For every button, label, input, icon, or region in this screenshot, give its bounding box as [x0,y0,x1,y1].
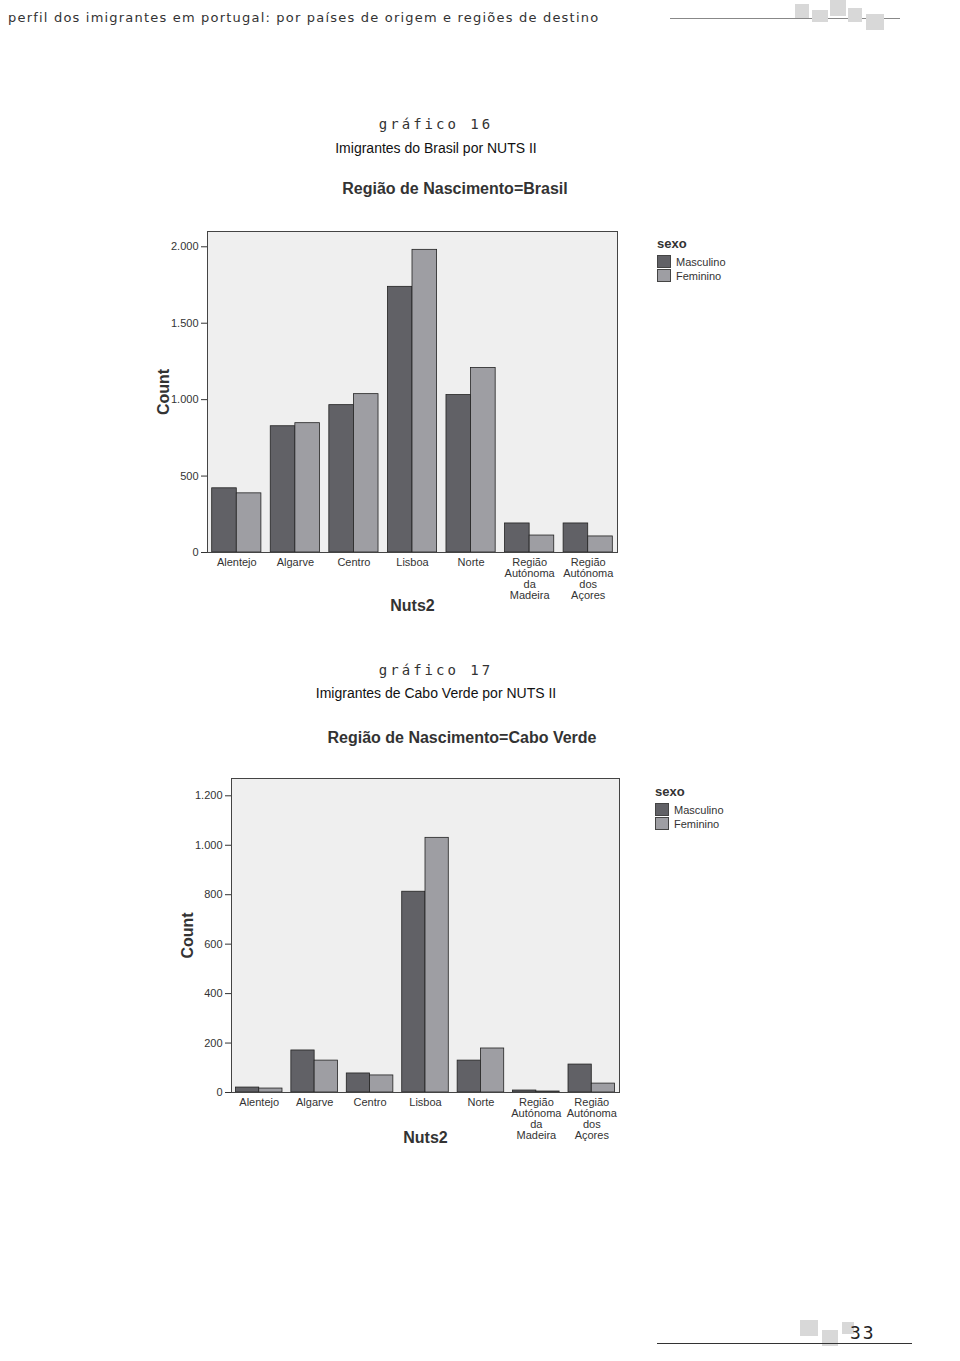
svg-text:2.000: 2.000 [171,240,199,252]
svg-text:Count: Count [179,912,196,959]
html-text:gráfico 17: gráfico 17 [378,662,494,678]
svg-text:RegiãoAutónomadaMadeira: RegiãoAutónomadaMadeira [511,1096,562,1141]
svg-text:500: 500 [180,470,198,482]
svg-text:Algarve: Algarve [277,556,314,568]
svg-text:1.000: 1.000 [195,839,223,851]
html-text:33: 33 [850,1322,876,1343]
svg-text:RegiãoAutónomadosAçores: RegiãoAutónomadosAçores [563,556,614,601]
svg-text:Norte: Norte [458,556,485,568]
html-text:sexo: sexo [655,784,685,799]
html-text:Região de Nascimento=Cabo Verd: Região de Nascimento=Cabo Verde [327,729,597,746]
svg-text:Lisboa: Lisboa [409,1096,442,1108]
svg-text:0: 0 [192,546,198,558]
html-text:Feminino: Feminino [674,817,720,830]
html-text:Região de Nascimento=Brasil: Região de Nascimento=Brasil [342,180,568,197]
html-text:Imigrantes de Cabo Verde por N: Imigrantes de Cabo Verde por NUTS II [315,685,557,701]
svg-text:RegiãoAutónomadaMadeira: RegiãoAutónomadaMadeira [505,556,556,601]
html-text:gráfico 16: gráfico 16 [378,116,494,132]
svg-text:0: 0 [216,1086,222,1098]
svg-text:1.000: 1.000 [171,393,199,405]
html-text:perfil dos imigrantes em portu: perfil dos imigrantes em portugal: por p… [8,10,600,25]
svg-text:800: 800 [204,888,222,900]
svg-text:600: 600 [204,938,222,950]
html-text:Imigrantes do Brasil por NUTS: Imigrantes do Brasil por NUTS II [335,140,537,156]
svg-text:400: 400 [204,987,222,999]
html-text:sexo: sexo [657,236,687,251]
svg-text:Lisboa: Lisboa [396,556,429,568]
html-text:Feminino: Feminino [676,269,722,282]
svg-text:Centro: Centro [337,556,370,568]
svg-text:Alentejo: Alentejo [217,556,257,568]
svg-text:200: 200 [204,1037,222,1049]
svg-text:Nuts2: Nuts2 [390,597,435,614]
svg-text:RegiãoAutónomadosAçores: RegiãoAutónomadosAçores [567,1096,618,1141]
svg-text:1.200: 1.200 [195,789,223,801]
svg-text:Nuts2: Nuts2 [403,1129,448,1146]
svg-text:Centro: Centro [354,1096,387,1108]
svg-text:1.500: 1.500 [171,317,199,329]
svg-text:Algarve: Algarve [296,1096,333,1108]
svg-text:Norte: Norte [467,1096,494,1108]
html-text:Masculino: Masculino [674,803,724,816]
svg-text:Alentejo: Alentejo [239,1096,279,1108]
svg-text:Count: Count [155,368,172,415]
html-text:Masculino: Masculino [676,255,726,268]
